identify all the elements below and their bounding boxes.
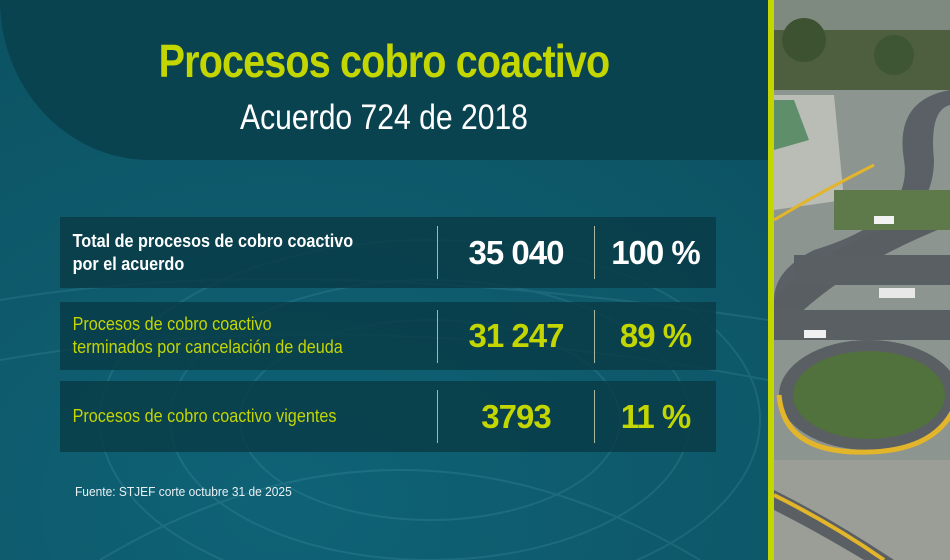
table-row-terminated: Procesos de cobro coactivo terminados po… <box>60 302 716 370</box>
row-label-line2: terminados por cancelación de deuda <box>72 337 343 357</box>
column-divider <box>437 309 438 363</box>
row-label-line2: por el acuerdo <box>72 253 185 274</box>
row-value: 3793 <box>481 397 551 435</box>
column-divider <box>594 390 595 443</box>
table-row-total: Total de procesos de cobro coactivo por … <box>60 217 716 288</box>
page-subtitle: Acuerdo 724 de 2018 <box>240 98 528 137</box>
row-percent: 100 % <box>611 233 701 271</box>
table-row-active: Procesos de cobro coactivo vigentes 3793… <box>60 381 716 452</box>
page-title: Procesos cobro coactivo <box>158 35 611 87</box>
row-label: Procesos de cobro coactivo terminados po… <box>60 313 399 359</box>
highway-illustration <box>774 0 950 560</box>
header-panel <box>0 0 768 160</box>
row-percent: 11 % <box>620 397 691 435</box>
row-label: Procesos de cobro coactivo vigentes <box>60 405 399 428</box>
row-label-line1: Total de procesos de cobro coactivo <box>72 230 354 251</box>
column-divider <box>437 226 438 279</box>
column-divider <box>594 226 595 279</box>
aerial-highway-photo <box>774 0 950 560</box>
column-divider <box>437 390 438 443</box>
row-label-line1: Procesos de cobro coactivo vigentes <box>72 406 337 426</box>
column-divider <box>594 309 595 363</box>
row-value: 35 040 <box>468 233 565 271</box>
row-value: 31 247 <box>468 317 565 354</box>
row-label: Total de procesos de cobro coactivo por … <box>60 230 399 276</box>
row-percent: 89 % <box>619 317 692 354</box>
source-footnote: Fuente: STJEF corte octubre 31 de 2025 <box>75 484 292 499</box>
row-label-line1: Procesos de cobro coactivo <box>72 314 272 334</box>
accent-stripe <box>768 0 774 560</box>
